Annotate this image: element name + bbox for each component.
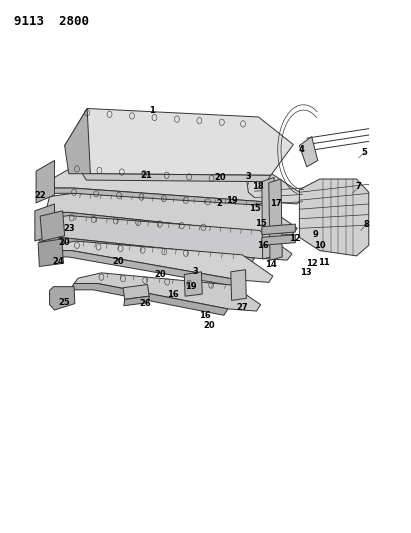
Text: 13: 13 (300, 268, 311, 277)
Polygon shape (50, 165, 303, 204)
Polygon shape (123, 285, 149, 300)
Polygon shape (40, 211, 65, 241)
Text: 11: 11 (318, 258, 330, 266)
Text: 20: 20 (112, 257, 124, 265)
Text: 21: 21 (141, 171, 152, 180)
Text: 3: 3 (245, 172, 251, 181)
Polygon shape (48, 241, 273, 282)
Text: 15: 15 (255, 219, 266, 228)
Text: 1: 1 (150, 106, 155, 115)
Polygon shape (39, 236, 254, 263)
Polygon shape (262, 177, 275, 259)
Polygon shape (124, 296, 149, 306)
Polygon shape (47, 188, 265, 207)
Text: 16: 16 (257, 241, 268, 250)
Text: 15: 15 (249, 204, 260, 213)
Text: 3: 3 (192, 268, 198, 276)
Text: 27: 27 (236, 303, 248, 312)
Polygon shape (299, 136, 318, 167)
Text: 16: 16 (199, 311, 210, 320)
Text: 16: 16 (167, 289, 179, 298)
Polygon shape (262, 235, 296, 245)
Text: 14: 14 (265, 261, 277, 269)
Polygon shape (42, 216, 292, 260)
Polygon shape (70, 284, 228, 316)
Text: 19: 19 (226, 196, 238, 205)
Text: 4: 4 (298, 146, 305, 155)
Polygon shape (262, 224, 296, 235)
Polygon shape (65, 139, 271, 182)
Polygon shape (74, 273, 261, 311)
Text: 18: 18 (252, 182, 263, 191)
Polygon shape (65, 109, 90, 174)
Text: 10: 10 (314, 241, 326, 250)
Polygon shape (69, 109, 293, 175)
Text: 7: 7 (356, 182, 361, 191)
Text: 26: 26 (139, 299, 151, 308)
Polygon shape (36, 160, 55, 203)
Text: 5: 5 (362, 148, 368, 157)
Text: 9113  2800: 9113 2800 (14, 14, 89, 28)
Text: 23: 23 (63, 224, 74, 233)
Polygon shape (50, 287, 75, 310)
Text: 20: 20 (59, 238, 70, 247)
Polygon shape (231, 270, 246, 301)
Text: 22: 22 (34, 191, 46, 200)
Polygon shape (46, 251, 237, 286)
Text: 20: 20 (204, 321, 215, 330)
Text: 12: 12 (289, 235, 301, 244)
Text: 9: 9 (313, 230, 319, 239)
Text: 2: 2 (217, 199, 223, 208)
Text: 8: 8 (364, 220, 369, 229)
Text: 20: 20 (214, 173, 226, 182)
Text: 24: 24 (53, 257, 65, 265)
Text: 17: 17 (270, 199, 282, 208)
Text: 20: 20 (155, 270, 166, 279)
Polygon shape (46, 193, 297, 235)
Text: 19: 19 (185, 282, 197, 291)
Polygon shape (269, 179, 282, 260)
Polygon shape (35, 204, 55, 241)
Polygon shape (184, 272, 202, 296)
Polygon shape (299, 179, 369, 256)
Polygon shape (38, 239, 63, 266)
Text: 25: 25 (59, 298, 71, 307)
Text: 12: 12 (306, 259, 318, 268)
Polygon shape (43, 213, 259, 238)
